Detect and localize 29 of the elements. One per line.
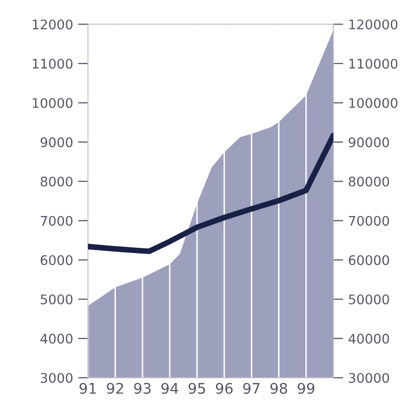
y2-tick-label: 120000 <box>349 19 398 30</box>
y2-tick-label: 40000 <box>348 334 390 344</box>
y2-tick-label: 110000 <box>349 58 398 69</box>
x-tick-label: 91 <box>80 382 96 394</box>
x-tick-label: 94 <box>161 382 178 394</box>
y-tick-label: 12000 <box>32 19 72 30</box>
y2-tick-label: 70000 <box>349 216 390 226</box>
y-tick-label: 6000 <box>40 255 72 266</box>
x-tick-label: 96 <box>216 382 233 394</box>
y-tick-label: 4000 <box>40 334 72 344</box>
x-tick-label: 99 <box>298 382 314 394</box>
x-tick-label: 92 <box>106 382 124 394</box>
y2-tick-label: 30000 <box>348 372 390 383</box>
y-tick-label: 9000 <box>40 137 72 148</box>
x-tick-label: 98 <box>270 382 288 394</box>
x-tick-label: 93 <box>134 382 151 394</box>
y-tick-label: 8000 <box>40 176 72 187</box>
y-tick-label: 3000 <box>40 372 72 383</box>
y2-tick-label: 90000 <box>348 137 390 148</box>
y2-tick-label: 80000 <box>348 176 390 187</box>
y2-tick-label: 60000 <box>348 255 390 266</box>
y2-tick-label: 50000 <box>348 294 390 304</box>
y-tick-label: 7000 <box>40 216 72 226</box>
x-tick-label: 95 <box>188 382 206 394</box>
y2-tick-label: 100000 <box>349 98 398 108</box>
y-tick-label: 10000 <box>32 98 72 108</box>
y-tick-label: 5000 <box>40 294 72 304</box>
x-tick-label: 97 <box>243 382 260 394</box>
y-tick-label: 11000 <box>32 58 72 69</box>
